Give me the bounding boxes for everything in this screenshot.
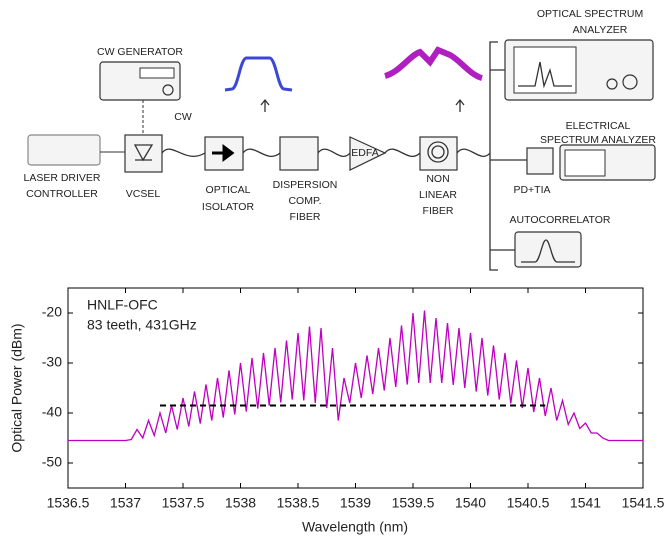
x-axis-label: Wavelength (nm) — [302, 519, 408, 535]
y-axis-label: Optical Power (dBm) — [9, 323, 25, 452]
label: FIBER — [423, 205, 454, 217]
annotation: HNLF-OFC — [87, 297, 158, 313]
inset-spectrum — [383, 46, 484, 81]
isolator-arrow — [212, 144, 235, 162]
plot-frame — [67, 287, 644, 489]
label: LINEAR — [419, 189, 457, 201]
label: ISOLATOR — [202, 201, 255, 213]
y-tick-label: -40 — [42, 404, 62, 420]
y-tick-label: -30 — [42, 354, 62, 370]
splitter — [489, 41, 527, 271]
label: EDFA — [351, 147, 378, 159]
inset-spectrum — [224, 56, 293, 92]
cw-gen-knob — [162, 84, 174, 96]
osa-knob — [606, 78, 618, 90]
label: PD+TIA — [513, 184, 550, 196]
label: CW — [174, 111, 192, 123]
osa-screen — [513, 46, 577, 94]
label: NON — [426, 173, 449, 185]
label: CONTROLLER — [26, 188, 98, 200]
setup-diagram: OPTICAL SPECTRUM ANALYZER CW GENERATOR C… — [23, 8, 656, 271]
label: ELECTRICAL — [566, 120, 631, 132]
fiber — [161, 148, 491, 157]
x-tick-label: 1536.5 — [47, 495, 90, 511]
hnlf-coil — [427, 141, 449, 163]
inset-arrow — [260, 98, 465, 112]
osa-trace — [518, 61, 572, 89]
pd-box — [526, 147, 554, 175]
label: VCSEL — [126, 188, 161, 200]
x-tick-label: 1540 — [455, 495, 486, 511]
ac-device — [514, 231, 582, 268]
y-tick-label: -20 — [42, 304, 62, 320]
label: DISPERSION — [273, 179, 338, 191]
label: LASER DRIVER — [23, 172, 100, 184]
vcsel-box — [124, 134, 163, 173]
hnlf-coil — [431, 145, 445, 159]
laser-driver-device — [27, 134, 101, 166]
x-tick-label: 1538 — [225, 495, 256, 511]
cw-gen-screen — [139, 67, 175, 79]
x-tick-label: 1539 — [340, 495, 371, 511]
label: SPECTRUM ANALYZER — [540, 134, 656, 146]
ac-trace — [521, 239, 575, 263]
x-tick-label: 1538.5 — [277, 495, 320, 511]
osa-knob — [622, 74, 638, 90]
label: COMP. — [288, 195, 321, 207]
label: CW GENERATOR — [97, 46, 183, 58]
spectrum-line — [68, 310, 643, 442]
label: ANALYZER — [573, 24, 628, 36]
x-tick-label: 1537 — [110, 495, 141, 511]
label: AUTOCORRELATOR — [510, 214, 611, 226]
esa-screen — [564, 149, 606, 177]
vcsel-diode — [133, 144, 154, 162]
x-tick-label: 1541 — [570, 495, 601, 511]
y-tick-label: -50 — [42, 454, 62, 470]
x-tick-label: 1539.5 — [392, 495, 435, 511]
dcf-box — [279, 136, 319, 171]
label: OPTICAL — [206, 184, 251, 196]
x-tick-label: 1540.5 — [507, 495, 550, 511]
annotation: 83 teeth, 431GHz — [87, 317, 197, 333]
x-tick-label: 1537.5 — [162, 495, 205, 511]
x-tick-label: 1541.5 — [622, 495, 665, 511]
label: OPTICAL SPECTRUM — [537, 8, 643, 20]
label: FIBER — [290, 211, 321, 223]
